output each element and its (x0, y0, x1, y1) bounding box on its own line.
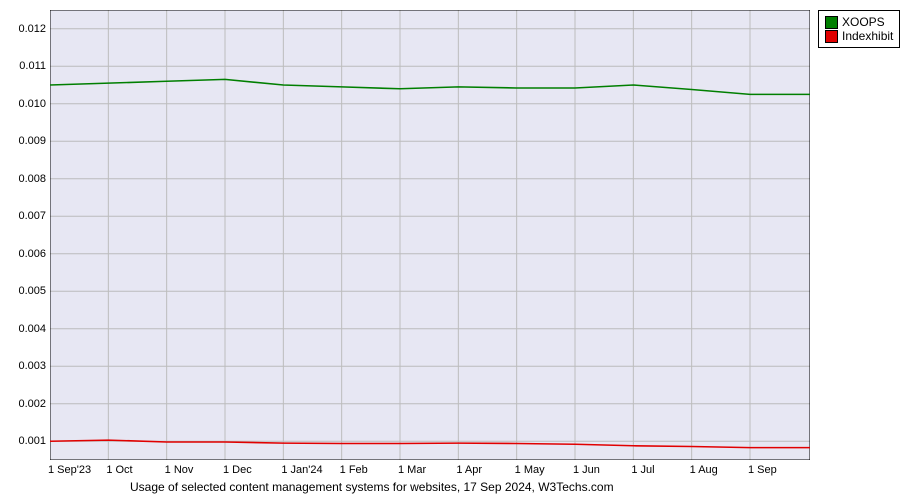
y-tick-label: 0.010 (18, 98, 46, 110)
chart-svg (50, 10, 810, 460)
legend-item: XOOPS (825, 15, 893, 29)
y-tick-label: 0.005 (18, 285, 46, 297)
y-tick-label: 0.004 (18, 323, 46, 335)
legend: XOOPSIndexhibit (818, 10, 900, 48)
y-tick-label: 0.007 (18, 210, 46, 222)
legend-label: Indexhibit (842, 29, 893, 43)
x-tick-label: 1 Jun (573, 464, 600, 476)
x-tick-label: 1 Sep (748, 464, 777, 476)
x-tick-label: 1 Feb (340, 464, 368, 476)
y-tick-label: 0.001 (18, 435, 46, 447)
legend-label: XOOPS (842, 15, 885, 29)
x-tick-label: 1 Nov (165, 464, 194, 476)
y-tick-label: 0.009 (18, 135, 46, 147)
chart-caption: Usage of selected content management sys… (130, 480, 614, 494)
x-tick-label: 1 May (515, 464, 545, 476)
legend-swatch (825, 30, 838, 43)
x-tick-label: 1 Dec (223, 464, 252, 476)
y-tick-label: 0.002 (18, 398, 46, 410)
x-tick-label: 1 Jul (631, 464, 654, 476)
chart-container: XOOPSIndexhibit 0.001 0.002 0.003 0.004 0.00… (0, 0, 900, 500)
plot-area (50, 10, 810, 460)
x-tick-label: 1 Aug (690, 464, 718, 476)
x-tick-label: 1 Oct (106, 464, 132, 476)
y-tick-label: 0.011 (19, 60, 46, 72)
x-tick-label: 1 Sep'23 (48, 464, 91, 476)
y-tick-label: 0.003 (18, 360, 46, 372)
y-tick-label: 0.012 (18, 23, 46, 35)
x-tick-label: 1 Apr (456, 464, 482, 476)
y-tick-label: 0.008 (18, 173, 46, 185)
legend-swatch (825, 16, 838, 29)
y-tick-label: 0.006 (18, 248, 46, 260)
x-tick-label: 1 Jan'24 (281, 464, 322, 476)
x-tick-label: 1 Mar (398, 464, 426, 476)
legend-item: Indexhibit (825, 29, 893, 43)
